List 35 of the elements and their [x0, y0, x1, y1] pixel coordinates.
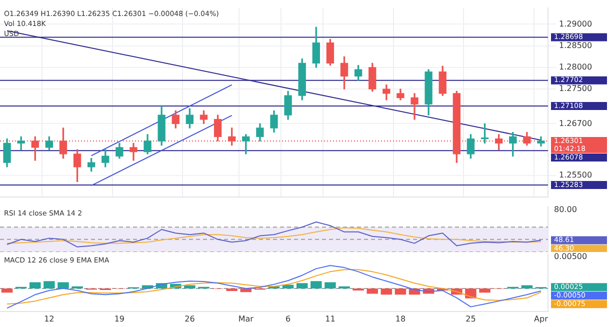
bar	[324, 282, 336, 288]
candlestick	[17, 136, 25, 150]
bar	[240, 288, 252, 292]
bar	[366, 288, 378, 294]
y-tick-label: 1.28500	[559, 40, 592, 50]
bar	[310, 281, 322, 288]
y-tick-label: 1.28000	[559, 62, 592, 72]
text: 0.00500	[554, 252, 588, 262]
x-tick-label: 26	[184, 314, 195, 324]
bar	[44, 281, 55, 288]
bar	[30, 282, 41, 288]
y-tick-label: 1.27500	[559, 84, 592, 94]
y-tick-label: 1.26700	[559, 118, 592, 128]
bar	[380, 288, 392, 295]
bar	[282, 284, 294, 288]
bar	[479, 288, 490, 293]
x-tick-label: Apr	[534, 314, 549, 324]
bar	[521, 285, 533, 288]
x-tick-label: Mar	[238, 314, 254, 324]
text: 80.00	[554, 205, 577, 214]
bar	[394, 288, 406, 295]
y-tick-label: 1.29000	[559, 19, 592, 28]
x-tick-label: 6	[286, 314, 291, 324]
x-tick-label: 18	[395, 314, 406, 324]
x-tick-label: 11	[325, 314, 336, 324]
bar	[1, 288, 13, 293]
bar	[184, 285, 196, 288]
bar	[226, 288, 238, 291]
x-tick-label: 19	[114, 314, 125, 324]
bar	[58, 282, 69, 288]
bar	[296, 283, 308, 288]
x-tick-label: 25	[466, 314, 476, 324]
bar	[352, 288, 364, 291]
y-tick-label: 1.25500	[559, 170, 592, 180]
x-tick-label: 12	[44, 314, 54, 324]
